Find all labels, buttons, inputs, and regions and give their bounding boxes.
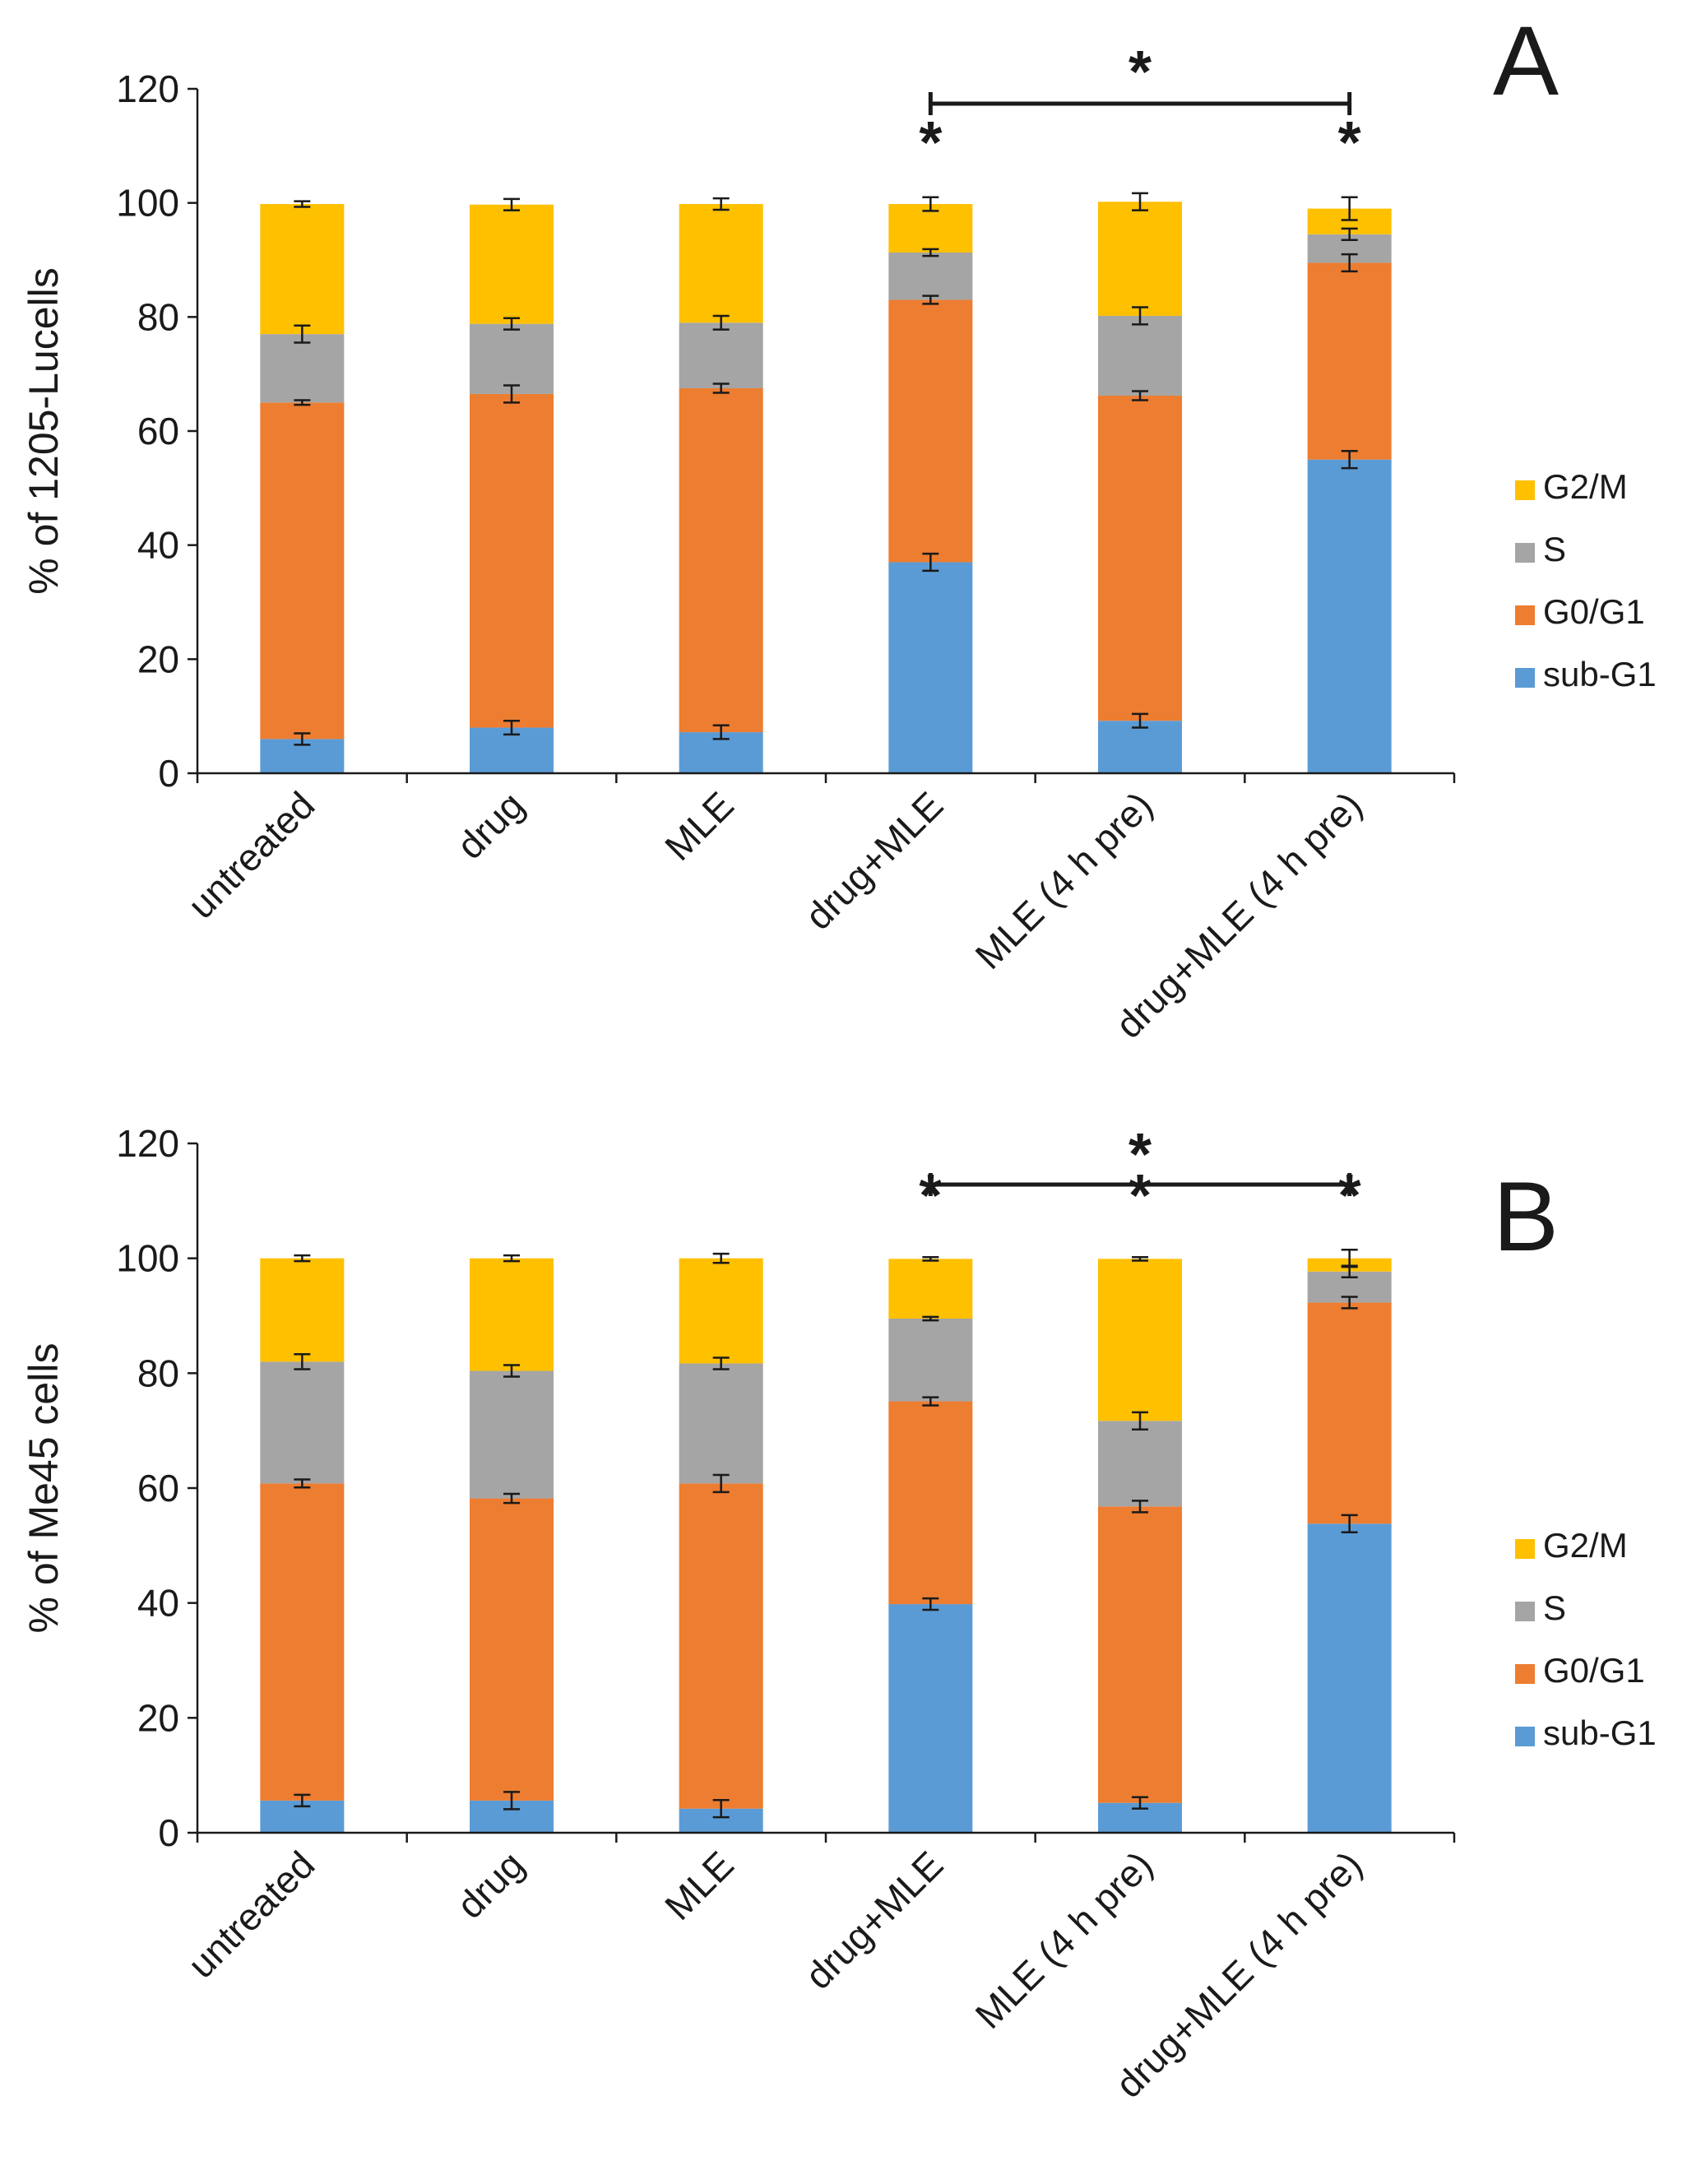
significance-star: * <box>919 1163 942 1229</box>
category-label: untreated <box>179 783 322 926</box>
bar-sub_g1-3 <box>888 1604 973 1833</box>
legend-label-sub_g1: sub-G1 <box>1543 655 1657 693</box>
bar-sub_g1-5 <box>1307 459 1392 773</box>
legend-label-g0_g1: G0/G1 <box>1543 592 1645 631</box>
bar-s-4 <box>1098 315 1182 396</box>
legend-swatch-g0_g1 <box>1515 1664 1535 1684</box>
panel-letter: A <box>1493 6 1559 116</box>
bar-g0_g1-1 <box>470 1498 554 1801</box>
bar-g0_g1-2 <box>679 1483 763 1809</box>
panel-letter: B <box>1493 1162 1559 1272</box>
bar-g0_g1-5 <box>1307 262 1392 460</box>
bar-g0_g1-3 <box>888 299 973 563</box>
bar-g0_g1-0 <box>260 402 345 740</box>
bar-s-2 <box>679 1363 763 1484</box>
y-axis-label: % of 1205-Lucells <box>21 267 67 594</box>
legend-label-g2_m: G2/M <box>1543 467 1628 506</box>
bar-s-3 <box>888 1318 973 1402</box>
bar-s-0 <box>260 1361 345 1484</box>
bar-g0_g1-1 <box>470 393 554 728</box>
bar-g2_m-2 <box>679 1258 763 1364</box>
category-label: drug <box>448 1843 532 1927</box>
legend-swatch-s <box>1515 1602 1535 1621</box>
y-tick-label: 40 <box>137 524 179 567</box>
bar-g2_m-3 <box>888 204 973 253</box>
chart-panel-a: 0 20 40 60 80 100 120 untreated drug MLE drug+MLE M… <box>21 6 1657 1046</box>
y-tick-label: 0 <box>158 752 179 795</box>
legend-swatch-g2_m <box>1515 480 1535 500</box>
legend-label-s: S <box>1543 530 1566 568</box>
y-tick-label: 120 <box>116 1122 179 1165</box>
chart-panel-b: 0 20 40 60 80 100 120 untreated drug MLE drug+MLE M… <box>21 1122 1657 2106</box>
category-label: MLE <box>656 1843 742 1928</box>
y-tick-label: 80 <box>137 1352 179 1394</box>
y-tick-label: 120 <box>116 67 179 110</box>
bar-sub_g1-4 <box>1098 721 1182 773</box>
legend-swatch-s <box>1515 543 1535 563</box>
bar-s-1 <box>470 323 554 394</box>
legend-label-s: S <box>1543 1588 1566 1627</box>
legend-label-sub_g1: sub-G1 <box>1543 1713 1657 1752</box>
significance-star: * <box>919 110 942 176</box>
y-tick-label: 80 <box>137 295 179 338</box>
legend-swatch-g0_g1 <box>1515 605 1535 625</box>
legend-swatch-g2_m <box>1515 1539 1535 1559</box>
significance-star: * <box>1129 1163 1152 1229</box>
bar-g2_m-2 <box>679 204 763 323</box>
bar-g2_m-1 <box>470 1258 554 1371</box>
bar-s-0 <box>260 334 345 403</box>
significance-star: * <box>1338 110 1361 176</box>
category-label: drug+MLE <box>797 1843 952 1997</box>
bar-s-1 <box>470 1370 554 1499</box>
y-tick-label: 40 <box>137 1582 179 1625</box>
bar-g2_m-0 <box>260 1258 345 1362</box>
bar-g2_m-4 <box>1098 202 1182 316</box>
bar-s-3 <box>888 252 973 300</box>
bar-g2_m-3 <box>888 1259 973 1319</box>
bar-s-4 <box>1098 1421 1182 1507</box>
y-tick-label: 0 <box>158 1811 179 1854</box>
legend-swatch-sub_g1 <box>1515 1727 1535 1746</box>
significance-star: * <box>1338 1163 1361 1229</box>
legend-label-g0_g1: G0/G1 <box>1543 1651 1645 1690</box>
y-tick-label: 20 <box>137 638 179 680</box>
category-label: drug <box>448 783 532 867</box>
bar-g0_g1-4 <box>1098 1506 1182 1803</box>
bar-g0_g1-2 <box>679 388 763 733</box>
y-axis-label: % of Me45 cells <box>21 1343 67 1634</box>
bar-g0_g1-3 <box>888 1401 973 1605</box>
bar-g2_m-1 <box>470 204 554 324</box>
bar-g2_m-0 <box>260 204 345 335</box>
bar-g0_g1-5 <box>1307 1302 1392 1524</box>
y-tick-label: 60 <box>137 410 179 452</box>
bar-sub_g1-5 <box>1307 1523 1392 1833</box>
y-tick-label: 20 <box>137 1696 179 1739</box>
bar-g2_m-4 <box>1098 1259 1182 1421</box>
bar-s-2 <box>679 322 763 388</box>
category-label: drug+MLE <box>797 783 952 938</box>
category-label: MLE <box>656 783 742 869</box>
bar-g0_g1-0 <box>260 1483 345 1801</box>
significance-bracket-star: * <box>1129 1122 1152 1188</box>
y-tick-label: 100 <box>116 182 179 225</box>
bar-g0_g1-4 <box>1098 396 1182 721</box>
category-label: untreated <box>179 1843 322 1986</box>
category-label: MLE (4 h pre) <box>966 1843 1161 2037</box>
y-tick-label: 60 <box>137 1467 179 1509</box>
bar-sub_g1-3 <box>888 562 973 773</box>
legend-swatch-sub_g1 <box>1515 668 1535 688</box>
significance-bracket-star: * <box>1129 39 1152 105</box>
legend-label-g2_m: G2/M <box>1543 1526 1628 1565</box>
category-label: MLE (4 h pre) <box>966 783 1161 977</box>
y-tick-label: 100 <box>116 1237 179 1280</box>
